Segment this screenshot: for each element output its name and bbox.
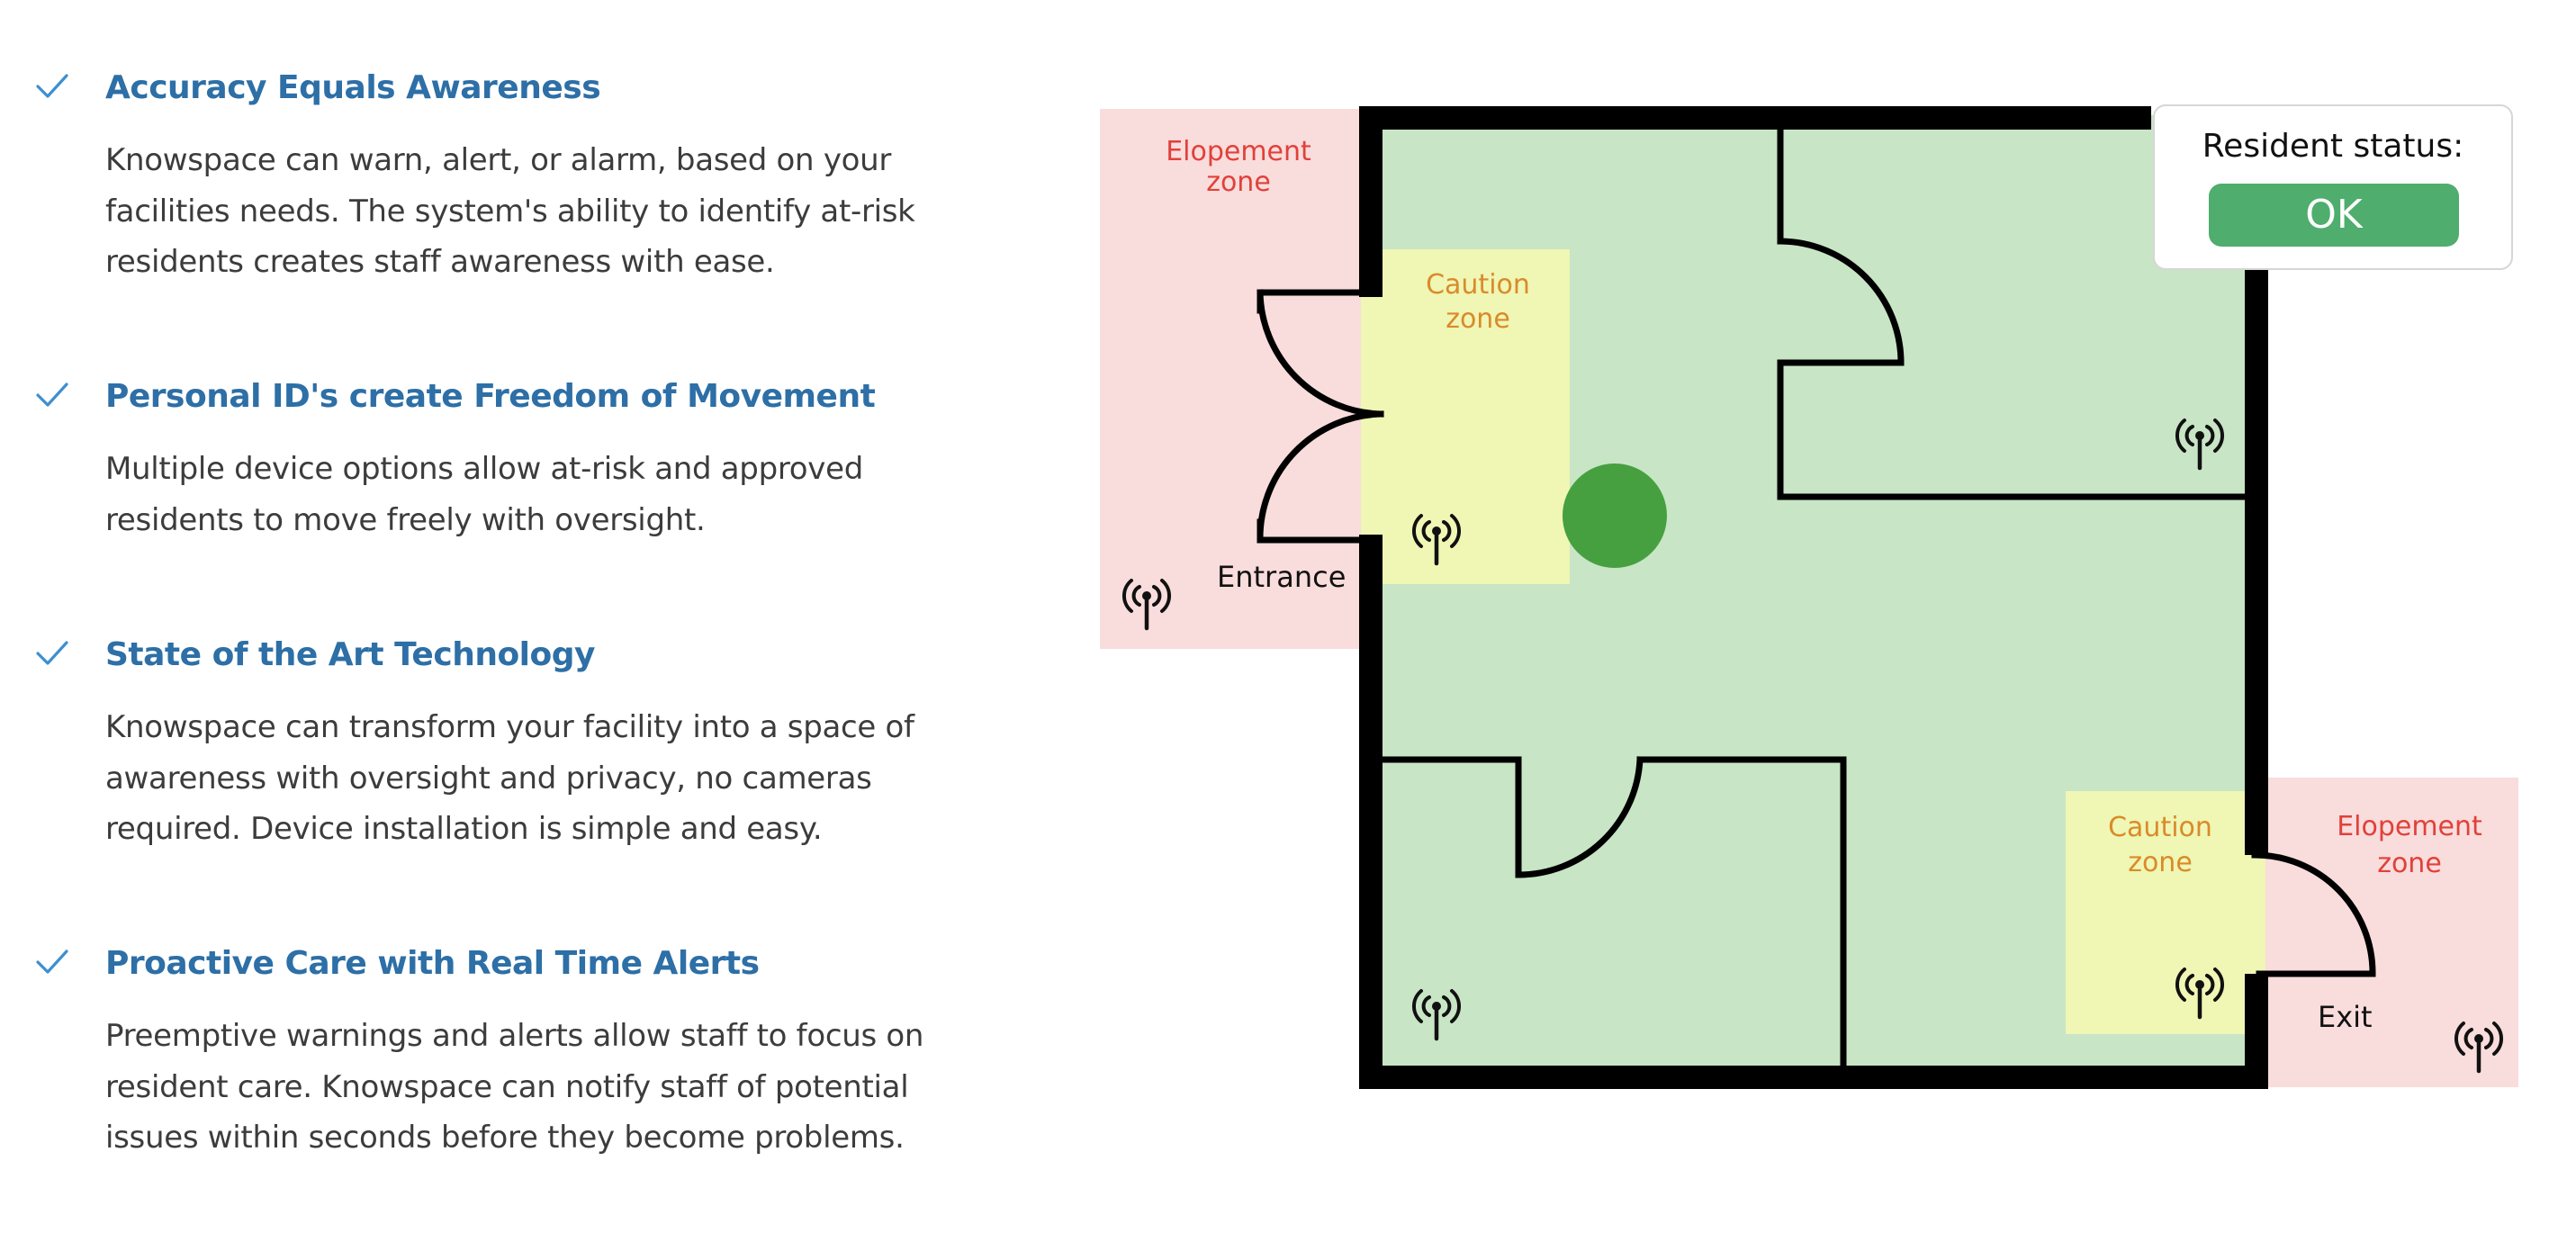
feature-title: State of the Art Technology xyxy=(105,636,596,673)
caution-zone-label: zone xyxy=(1446,303,1510,335)
caution-zone-entrance xyxy=(1361,249,1570,584)
exit-label: Exit xyxy=(2318,1000,2373,1034)
feature-title: Proactive Care with Real Time Alerts xyxy=(105,945,760,982)
elopement-zone-entrance xyxy=(1100,109,1361,649)
resident-location-dot xyxy=(1563,464,1667,568)
resident-status-label: Resident status: xyxy=(2202,128,2464,165)
feature-title: Personal ID's create Freedom of Movement xyxy=(105,378,876,415)
feature-description: Multiple device options allow at-risk an… xyxy=(105,451,864,538)
status-ok-badge[interactable]: OK xyxy=(2209,184,2459,247)
caution-zone-label: Caution xyxy=(1426,269,1530,301)
check-icon xyxy=(36,382,68,407)
feature-description: Preemptive warnings and alerts allow sta… xyxy=(105,1018,924,1156)
feature-title: Accuracy Equals Awareness xyxy=(105,69,601,106)
feature-list: Accuracy Equals Awareness Knowspace can … xyxy=(0,0,1008,1242)
wall xyxy=(1359,535,1383,1089)
check-icon xyxy=(36,641,68,665)
wall xyxy=(2245,974,2268,1089)
check-icon xyxy=(36,950,68,974)
wall xyxy=(1359,106,2151,130)
feature-description: Knowspace can transform your facility in… xyxy=(105,709,914,847)
feature-description: Knowspace can warn, alert, or alarm, bas… xyxy=(105,142,915,280)
wall xyxy=(2245,266,2268,855)
caution-zone-label: zone xyxy=(2128,847,2193,878)
elopement-zone-label: zone xyxy=(1206,166,1271,198)
caution-zone-label: Caution xyxy=(2108,812,2212,843)
elopement-zone-label: Elopement xyxy=(1166,136,1311,167)
elopement-zone-label: Elopement xyxy=(2337,811,2482,842)
wall xyxy=(1359,106,1383,297)
resident-status-card: Resident status: OK xyxy=(2153,104,2513,270)
caution-zone-exit xyxy=(2066,791,2265,1034)
elopement-zone-label: zone xyxy=(2377,848,2442,879)
floor-plan-diagram: Elopement zone Elopement zone Caution zo… xyxy=(1100,106,2518,1089)
wall xyxy=(1359,1066,2268,1089)
check-icon xyxy=(36,74,68,98)
entrance-label: Entrance xyxy=(1217,560,1346,594)
